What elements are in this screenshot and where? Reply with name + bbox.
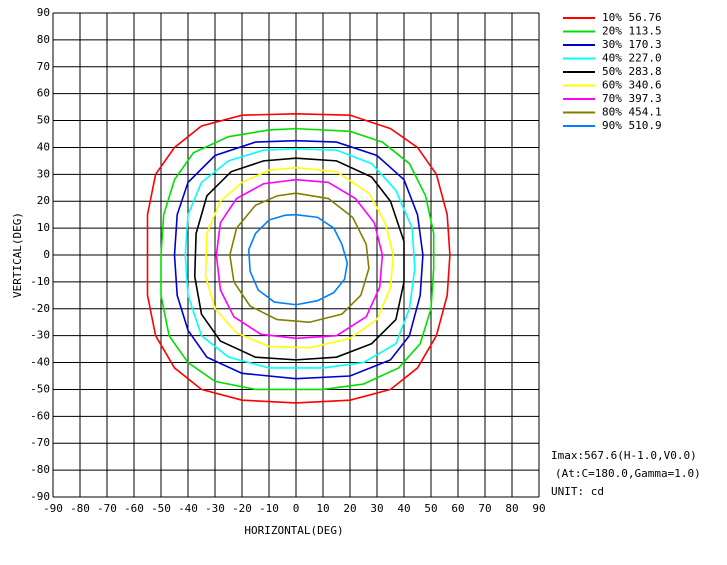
x-tick-label: -60 — [124, 502, 144, 515]
y-tick-label: -30 — [30, 329, 50, 342]
y-tick-label: -80 — [30, 463, 50, 476]
legend-label: 70% 397.3 — [602, 92, 662, 105]
legend-label: 30% 170.3 — [602, 38, 662, 51]
x-tick-label: 0 — [293, 502, 300, 515]
contour-line — [146, 113, 451, 404]
x-tick-label: -90 — [43, 502, 63, 515]
x-tick-label: 70 — [478, 502, 491, 515]
y-tick-label: 30 — [37, 167, 50, 180]
y-axis-label: VERTICAL(DEG) — [11, 212, 24, 298]
x-tick-label: -30 — [205, 502, 225, 515]
x-tick-label: 50 — [424, 502, 437, 515]
x-axis-label: HORIZONTAL(DEG) — [244, 524, 343, 537]
contour-line — [247, 213, 349, 306]
y-tick-label: 70 — [37, 60, 50, 73]
y-tick-label: 60 — [37, 87, 50, 100]
annotation: UNIT: cd — [551, 485, 604, 498]
annotation: (At:C=180.0,Gamma=1.0) — [555, 467, 701, 480]
legend-label: 20% 113.5 — [602, 25, 662, 38]
y-tick-label: 50 — [37, 114, 50, 127]
legend-label: 50% 283.8 — [602, 65, 662, 78]
contour-line — [215, 178, 384, 340]
x-tick-label: 40 — [397, 502, 410, 515]
legend-label: 40% 227.0 — [602, 52, 662, 65]
x-tick-label: 20 — [343, 502, 356, 515]
contour-line — [229, 192, 370, 324]
legend-label: 90% 510.9 — [602, 119, 662, 132]
contour-line — [160, 127, 435, 391]
x-tick-label: -20 — [232, 502, 252, 515]
y-tick-label: -10 — [30, 275, 50, 288]
legend-label: 10% 56.76 — [602, 11, 662, 24]
x-tick-label: -50 — [151, 502, 171, 515]
y-tick-label: -20 — [30, 302, 50, 315]
y-tick-label: 40 — [37, 140, 50, 153]
legend-label: 80% 454.1 — [602, 106, 662, 119]
contour-line — [184, 147, 416, 369]
y-tick-label: 0 — [43, 248, 50, 261]
y-tick-label: 20 — [37, 194, 50, 207]
contour-line — [193, 157, 405, 361]
y-tick-label: 90 — [37, 6, 50, 19]
x-tick-label: -40 — [178, 502, 198, 515]
x-tick-label: 30 — [370, 502, 383, 515]
x-tick-label: 80 — [505, 502, 518, 515]
y-tick-label: -70 — [30, 436, 50, 449]
x-tick-label: 90 — [532, 502, 545, 515]
x-tick-label: -80 — [70, 502, 90, 515]
x-tick-label: 60 — [451, 502, 464, 515]
y-tick-label: -40 — [30, 356, 50, 369]
y-tick-label: -60 — [30, 409, 50, 422]
x-tick-label: -70 — [97, 502, 117, 515]
contour-line — [173, 139, 424, 380]
y-tick-label: 10 — [37, 221, 50, 234]
legend-label: 60% 340.6 — [602, 79, 662, 92]
x-tick-label: 10 — [316, 502, 329, 515]
annotation: Imax:567.6(H-1.0,V0.0) — [551, 449, 697, 462]
y-tick-label: -50 — [30, 382, 50, 395]
y-tick-label: 80 — [37, 33, 50, 46]
contour-line — [204, 166, 395, 349]
y-tick-label: -90 — [30, 490, 50, 503]
x-tick-label: -10 — [259, 502, 279, 515]
